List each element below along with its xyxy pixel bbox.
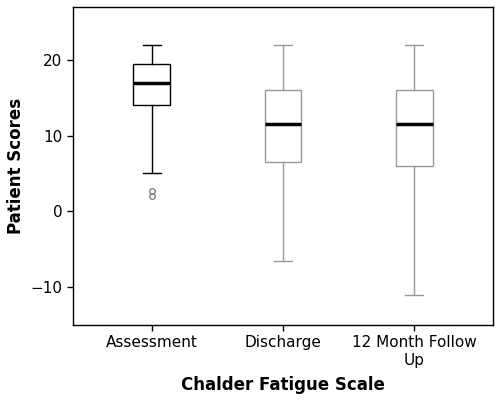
PathPatch shape — [264, 90, 302, 162]
Y-axis label: Patient Scores: Patient Scores — [7, 98, 25, 234]
X-axis label: Chalder Fatigue Scale: Chalder Fatigue Scale — [181, 376, 385, 394]
PathPatch shape — [396, 90, 432, 166]
PathPatch shape — [134, 64, 170, 105]
